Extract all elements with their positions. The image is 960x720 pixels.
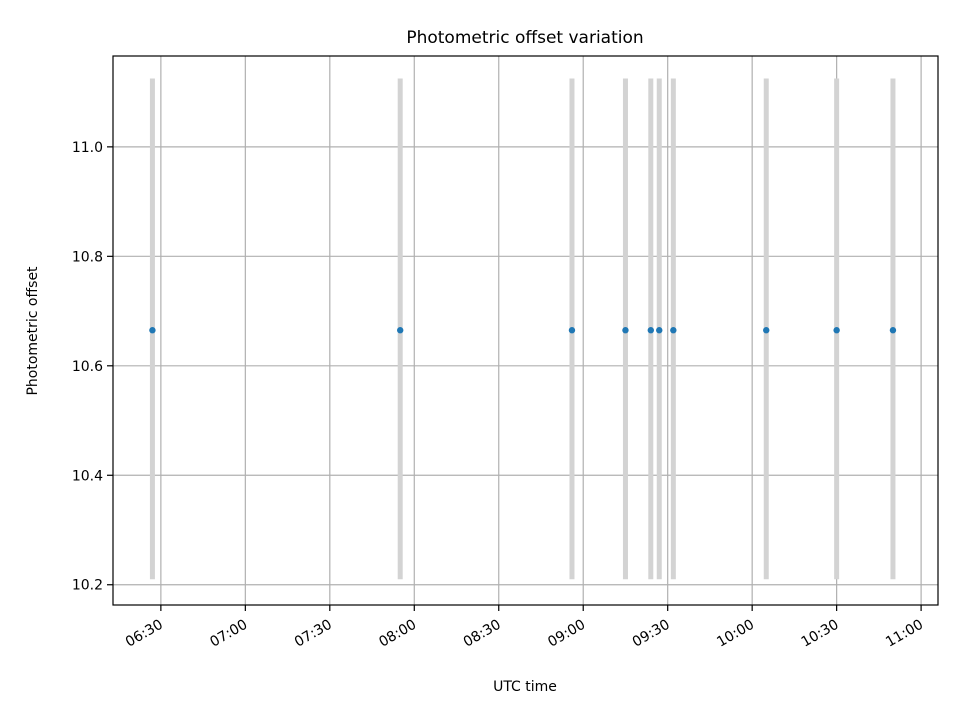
data-point <box>833 327 840 334</box>
y-tick-label: 11.0 <box>72 140 103 156</box>
y-axis-label: Photometric offset <box>25 266 41 396</box>
data-point <box>647 327 654 334</box>
grid-lines <box>113 56 938 605</box>
data-point <box>656 327 663 334</box>
data-point <box>889 327 897 334</box>
y-tick-label: 10.2 <box>72 578 103 594</box>
data-point <box>397 327 404 334</box>
data-point <box>763 327 770 334</box>
y-tick-label: 10.8 <box>72 249 103 265</box>
y-axis-ticks: 10.2 10.4 10.6 10.8 11.0 <box>72 140 113 594</box>
data-points <box>149 327 897 334</box>
data-point <box>568 327 576 334</box>
x-axis-label: UTC time <box>493 679 557 695</box>
chart-title: Photometric offset variation <box>406 28 643 48</box>
y-tick-label: 10.6 <box>72 359 103 375</box>
plot-area-frame <box>112 55 939 606</box>
data-point <box>149 327 156 334</box>
y-tick-label: 10.4 <box>72 468 103 484</box>
data-point <box>622 327 629 334</box>
data-point <box>670 327 677 334</box>
